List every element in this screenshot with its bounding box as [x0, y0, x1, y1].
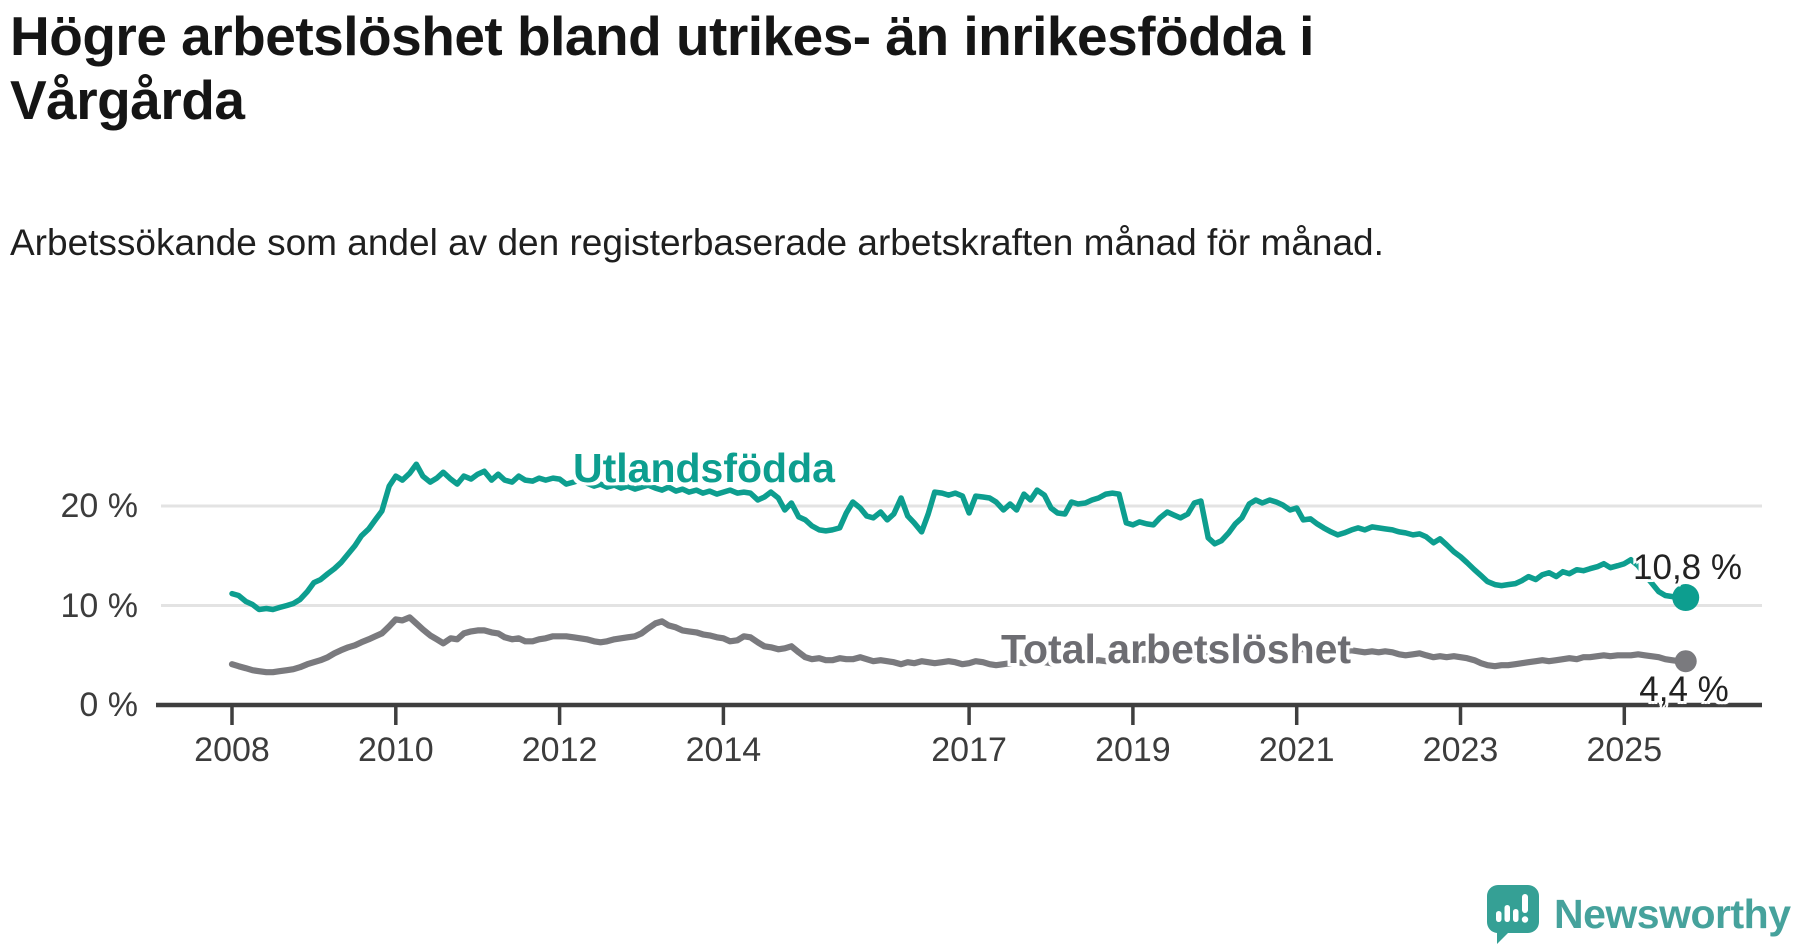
series-label-utlandsfodda: Utlandsfödda	[573, 445, 835, 491]
logo-bar-chart-glyph	[1496, 894, 1529, 923]
x-axis-label-2008: 2008	[194, 731, 270, 769]
x-axis-label-2019: 2019	[1095, 731, 1171, 769]
line-total-arbetsloshet	[228, 614, 1689, 676]
page-subtitle: Arbetssökande som andel av den registerb…	[10, 222, 1384, 263]
x-axis-label-2012: 2012	[521, 731, 598, 769]
x-axis-label-2014: 2014	[685, 731, 762, 769]
series-label-total-arbetsloshet: Total arbetslöshet	[1001, 626, 1352, 672]
x-axis-label-2021: 2021	[1258, 731, 1335, 769]
end-value-label-utlandsfodda: 10,8 %	[1633, 548, 1742, 587]
logo-exclamation-bar	[1522, 894, 1528, 913]
page-title-line-1: Högre arbetslöshet bland utrikes- än inr…	[10, 5, 1314, 67]
y-axis-label-10: 10 %	[60, 586, 139, 625]
end-dot-utlandsfodda	[1672, 584, 1700, 612]
x-axis-label-2010: 2010	[357, 731, 434, 769]
line-utlandsfodda	[229, 461, 1689, 613]
newsworthy-logo: Newsworthy	[1486, 884, 1800, 944]
y-axis-label-0: 0 %	[79, 686, 138, 724]
newsworthy-logo-icon	[1486, 885, 1539, 944]
y-axis-label-20: 20 %	[60, 487, 139, 525]
end-value-label-total: 4,4 %	[1639, 670, 1729, 709]
page-title-line-2: Vårgårda	[10, 69, 245, 131]
x-axis-label-2017: 2017	[931, 731, 1007, 769]
newsworthy-logo-text: Newsworthy	[1554, 890, 1791, 937]
x-axis-label-2023: 2023	[1422, 731, 1499, 769]
logo-exclamation-dot	[1521, 916, 1529, 923]
page-title: Högre arbetslöshet bland utrikes- än inr…	[10, 4, 1570, 132]
end-dot-total	[1674, 650, 1697, 673]
x-axis-label-2025: 2025	[1586, 731, 1663, 769]
